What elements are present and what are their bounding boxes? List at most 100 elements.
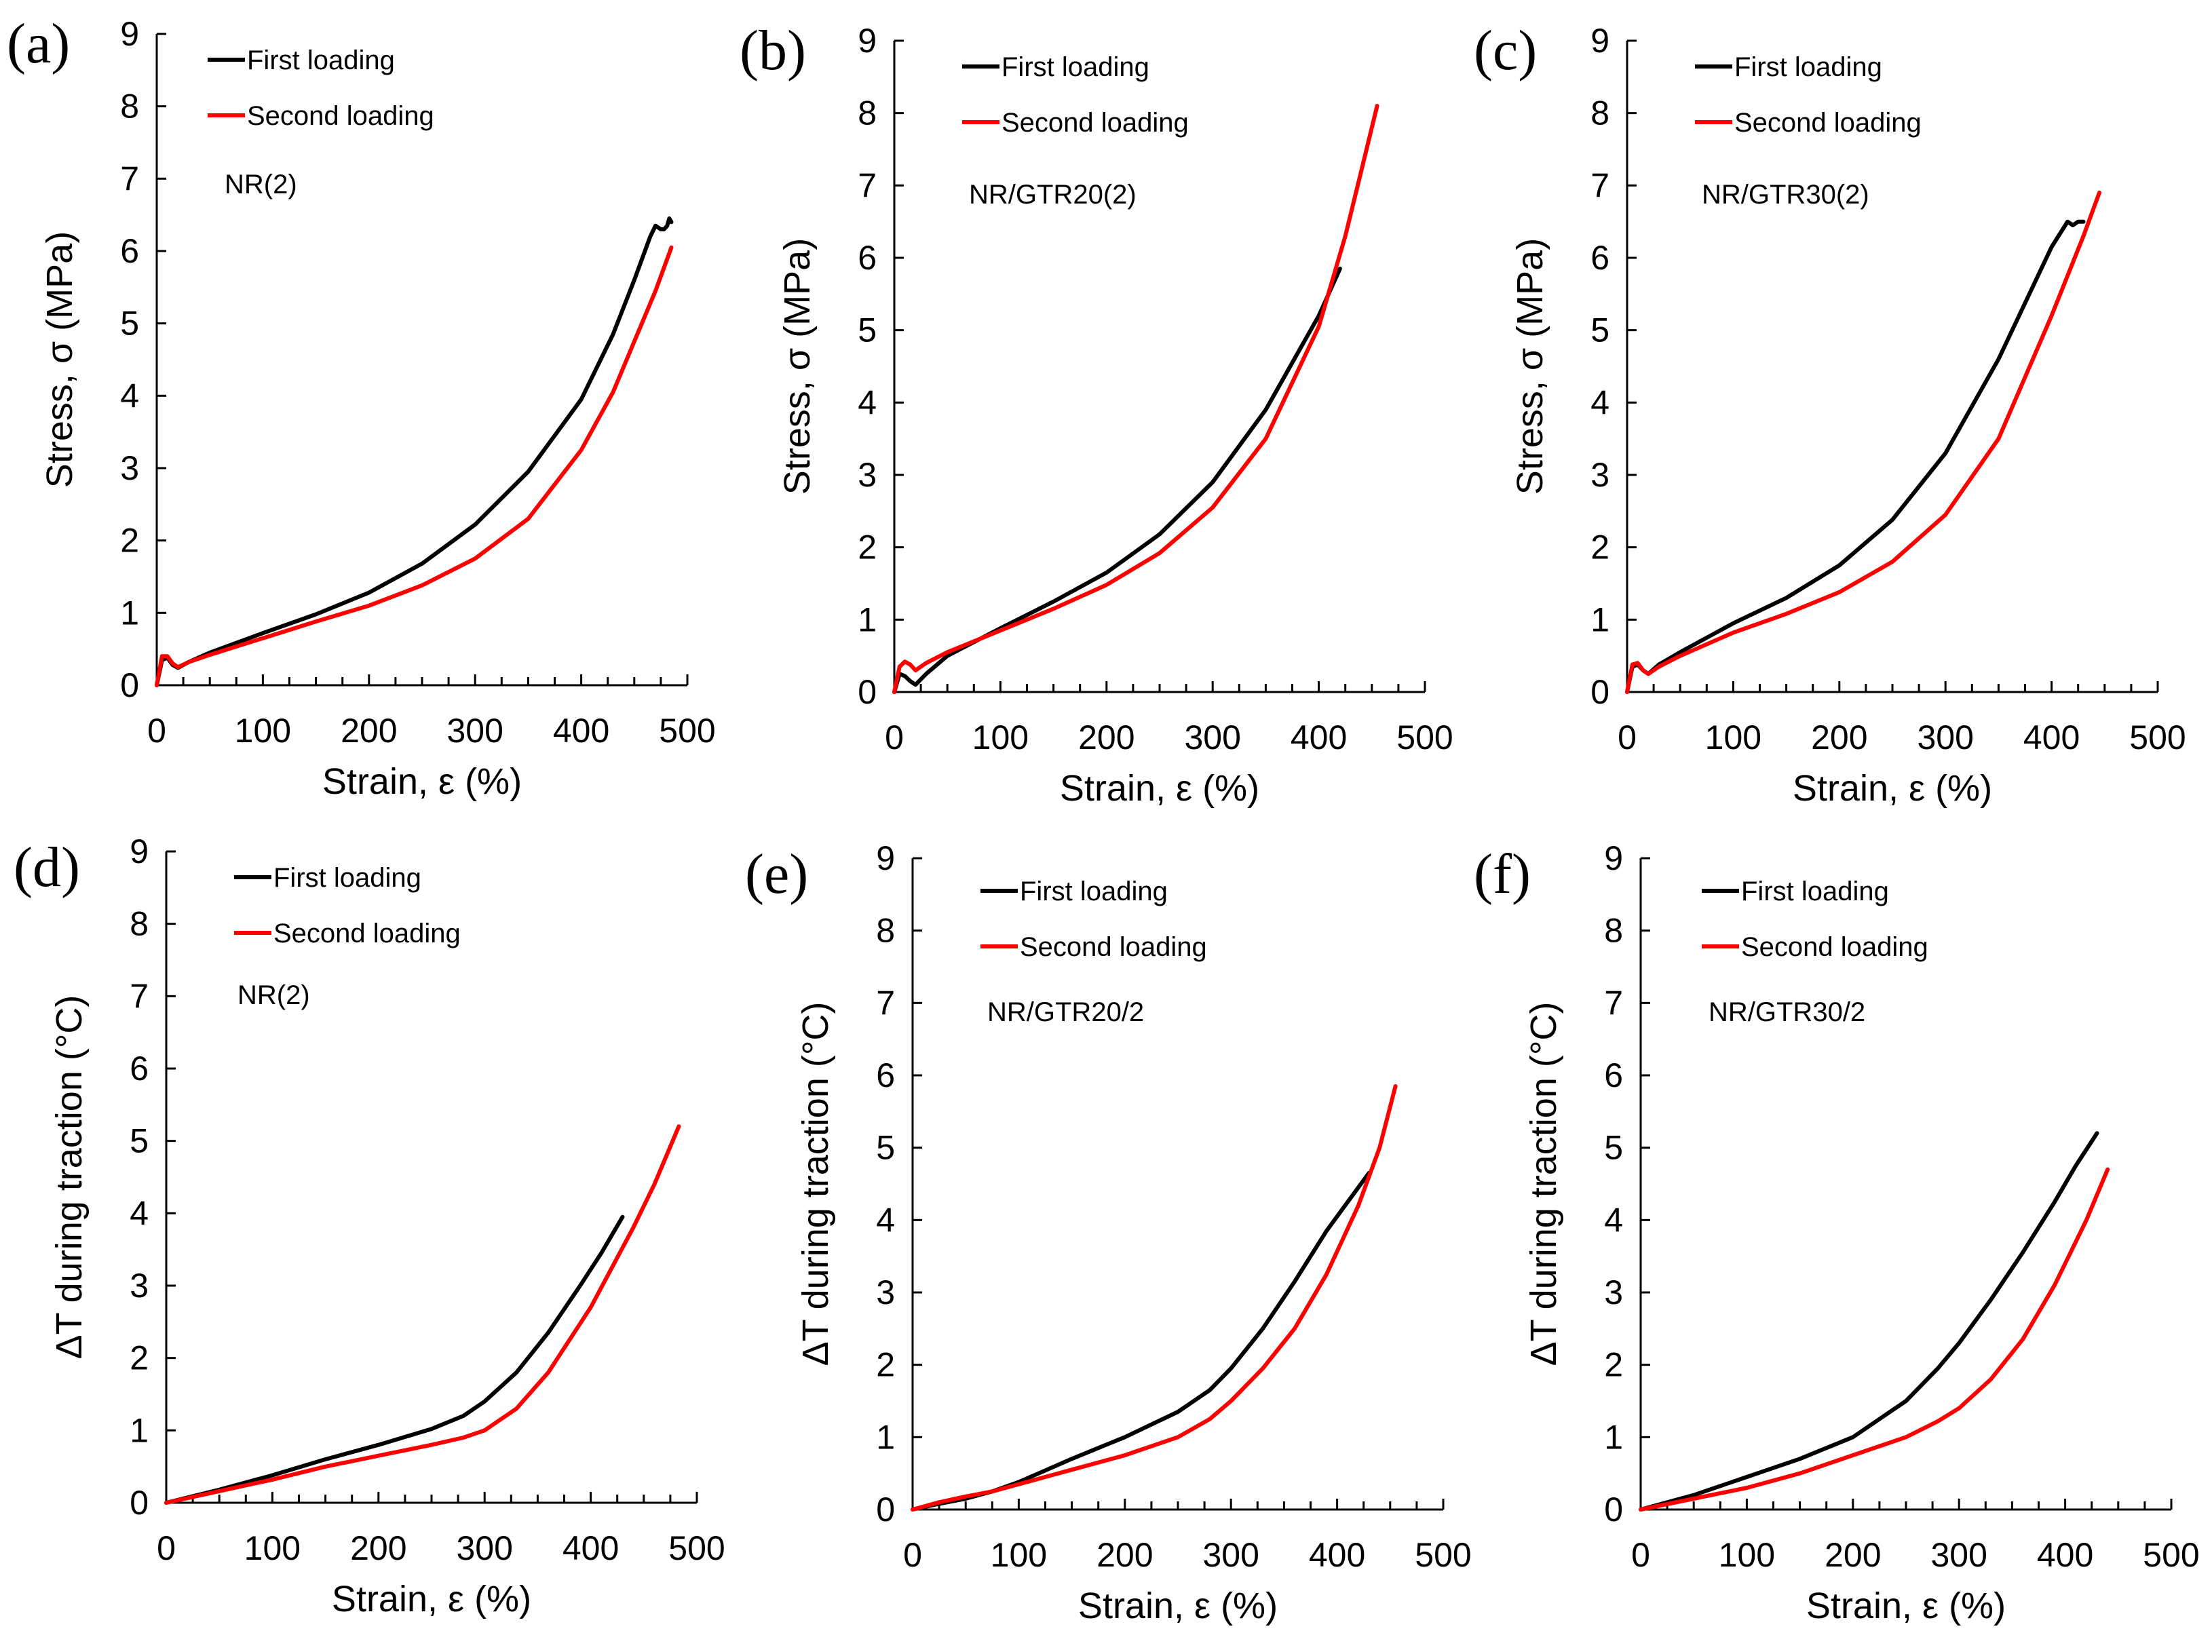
legend: First loading Second loading xyxy=(962,52,1189,138)
x-tick-label: 100 xyxy=(1705,718,1761,756)
legend: First loading Second loading xyxy=(980,877,1207,962)
y-tick-label: 0 xyxy=(130,1484,149,1522)
y-tick-label: 8 xyxy=(858,94,877,132)
sample-annotation: NR(2) xyxy=(225,170,297,199)
y-tick-label: 3 xyxy=(1604,1273,1623,1311)
y-tick-label: 7 xyxy=(876,984,895,1022)
y-axis-label: Stress, σ (MPa) xyxy=(1510,238,1550,495)
y-tick-label: 7 xyxy=(1590,166,1609,204)
y-tick-label: 0 xyxy=(1590,673,1609,711)
x-tick-label: 300 xyxy=(1184,718,1240,756)
y-tick-label: 9 xyxy=(876,839,895,877)
sample-annotation: NR/GTR30/2 xyxy=(1709,997,1865,1027)
x-tick-label: 200 xyxy=(1078,718,1134,756)
x-tick-label: 100 xyxy=(244,1529,301,1567)
chart-panel-b: (b) 0 1 2 3 4 5 6 7 8 9 0 100 200 300 400 500 Strain, ε (… xyxy=(740,19,1453,809)
y-tick-label: 2 xyxy=(130,1339,149,1377)
series-line-second-loading xyxy=(164,1124,681,1505)
y-tick-label: 0 xyxy=(876,1491,895,1529)
x-tick-label: 200 xyxy=(1825,1536,1881,1574)
x-tick-label: 0 xyxy=(1631,1536,1650,1574)
y-tick-label: 8 xyxy=(1604,912,1623,950)
x-axis-label: Strain, ε (%) xyxy=(1793,768,1992,809)
y-tick-label: 0 xyxy=(858,673,877,711)
x-tick-label: 200 xyxy=(1811,718,1867,756)
y-tick-label: 3 xyxy=(130,1267,149,1305)
x-axis-label: Strain, ε (%) xyxy=(1078,1586,1278,1626)
x-axis-label: Strain, ε (%) xyxy=(1806,1586,2006,1626)
x-tick-label: 100 xyxy=(991,1536,1047,1574)
legend-label-second-loading: Second loading xyxy=(1020,932,1207,962)
panel-label: (a) xyxy=(7,12,70,75)
y-tick-label: 3 xyxy=(876,1273,895,1311)
y-tick-label: 7 xyxy=(858,166,877,204)
y-tick-label: 3 xyxy=(1590,456,1609,494)
x-tick-label: 100 xyxy=(1719,1536,1775,1574)
y-tick-label: 8 xyxy=(120,88,139,126)
x-tick-label: 400 xyxy=(553,712,609,750)
y-tick-label: 3 xyxy=(120,449,139,487)
y-tick-label: 4 xyxy=(1590,383,1609,421)
legend-label-first-loading: First loading xyxy=(1020,877,1168,906)
chart-panel-a: (a) 0 1 2 3 4 5 6 7 8 9 0 100 200 300 400 500 Strain, ε (… xyxy=(7,12,716,802)
legend: First loading Second loading xyxy=(234,863,461,948)
series-line-first-loading xyxy=(164,1214,625,1505)
y-tick-label: 5 xyxy=(1590,311,1609,349)
chart-panel-f: (f) 0 1 2 3 4 5 6 7 8 9 0 100 200 300 400 500 Strain, ε (… xyxy=(1474,839,2200,1626)
panel-label: (d) xyxy=(14,836,80,899)
chart-panel-d: (d) 0 1 2 3 4 5 6 7 8 9 0 100 200 300 400 500 Strain, ε (… xyxy=(14,832,725,1619)
series-line-first-loading xyxy=(1625,219,2086,694)
series-line-second-loading xyxy=(1639,1167,2110,1512)
y-tick-label: 9 xyxy=(1590,22,1609,60)
legend-label-second-loading: Second loading xyxy=(1002,108,1189,138)
y-axis-label: Stress, σ (MPa) xyxy=(777,238,818,495)
y-tick-label: 5 xyxy=(1604,1129,1623,1167)
x-tick-label: 300 xyxy=(1917,718,1973,756)
y-axis-label: ΔT during traction (°C) xyxy=(49,995,90,1360)
y-tick-label: 9 xyxy=(120,15,139,53)
series-line-second-loading xyxy=(911,1084,1398,1512)
x-tick-label: 300 xyxy=(446,712,503,750)
y-tick-label: 4 xyxy=(120,377,139,415)
x-tick-label: 400 xyxy=(1309,1536,1365,1574)
y-tick-label: 9 xyxy=(130,832,149,870)
y-tick-label: 1 xyxy=(120,594,139,632)
y-tick-label: 5 xyxy=(876,1129,895,1167)
x-tick-label: 0 xyxy=(903,1536,922,1574)
x-tick-label: 400 xyxy=(2037,1536,2093,1574)
y-axis-label: ΔT during traction (°C) xyxy=(1523,1002,1564,1366)
y-tick-label: 5 xyxy=(858,311,877,349)
legend-label-first-loading: First loading xyxy=(1002,52,1149,82)
y-tick-label: 6 xyxy=(1604,1056,1623,1094)
x-tick-label: 100 xyxy=(972,718,1029,756)
y-tick-label: 8 xyxy=(130,905,149,943)
sample-annotation: NR/GTR20(2) xyxy=(969,180,1137,210)
y-tick-label: 1 xyxy=(1590,600,1609,638)
series-line-second-loading xyxy=(1625,191,2101,694)
x-axis-label: Strain, ε (%) xyxy=(322,761,522,802)
sample-annotation: NR(2) xyxy=(237,980,310,1010)
y-tick-label: 5 xyxy=(130,1122,149,1160)
y-tick-label: 2 xyxy=(1590,529,1609,566)
y-tick-label: 2 xyxy=(876,1346,895,1384)
x-tick-label: 0 xyxy=(885,718,904,756)
legend-label-second-loading: Second loading xyxy=(273,919,461,948)
x-tick-label: 400 xyxy=(2023,718,2080,756)
y-tick-label: 4 xyxy=(858,383,877,421)
legend: First loading Second loading xyxy=(1702,877,1928,962)
sample-annotation: NR/GTR20/2 xyxy=(987,997,1144,1027)
x-tick-label: 0 xyxy=(1618,718,1637,756)
panel-label: (e) xyxy=(745,843,808,906)
y-tick-label: 6 xyxy=(120,232,139,270)
y-tick-label: 6 xyxy=(858,239,877,277)
y-tick-label: 9 xyxy=(1604,839,1623,877)
x-tick-label: 200 xyxy=(350,1529,406,1567)
y-tick-label: 0 xyxy=(120,666,139,704)
y-tick-label: 2 xyxy=(120,522,139,560)
y-tick-label: 6 xyxy=(1590,239,1609,277)
y-tick-label: 6 xyxy=(876,1056,895,1094)
y-tick-label: 8 xyxy=(876,912,895,950)
legend-label-first-loading: First loading xyxy=(1741,877,1889,906)
chart-panel-c: (c) 0 1 2 3 4 5 6 7 8 9 0 100 200 300 400 500 Strain, ε (… xyxy=(1474,19,2186,809)
legend-label-first-loading: First loading xyxy=(247,45,395,75)
